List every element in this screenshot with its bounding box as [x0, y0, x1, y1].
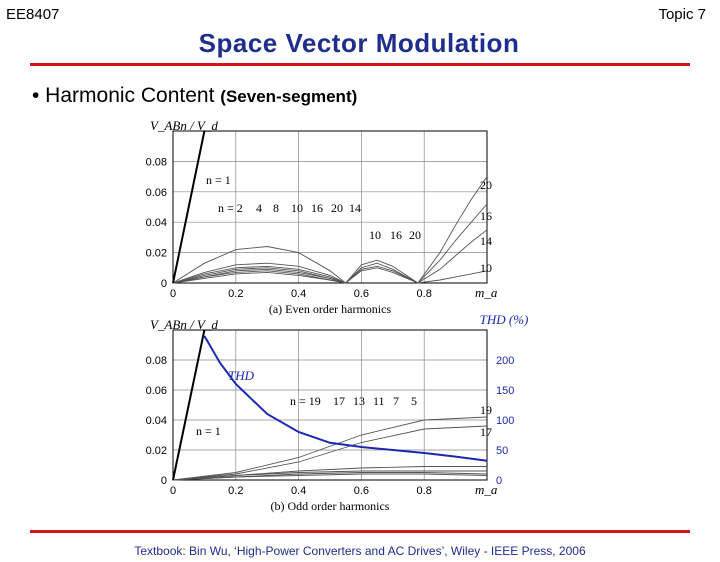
chart1-annotation: 20: [480, 178, 492, 192]
chart1-plot-frame: [172, 130, 488, 284]
chart1-caption: (a) Even order harmonics: [269, 302, 392, 316]
chart2-ylabel: V_ABn / V_d: [150, 317, 218, 332]
chart1-annotation: 20: [331, 201, 343, 215]
chart2-y2tick-label: 150: [496, 385, 514, 397]
chart2-ytick-label: 0.08: [146, 355, 167, 367]
chart2-ytick-label: 0.06: [146, 385, 167, 397]
title-divider: [30, 63, 690, 66]
chart2-plot-frame: [172, 329, 488, 481]
chart1-annotation: 10: [480, 261, 492, 275]
footer-divider: [30, 530, 690, 533]
chart2-xlabel: m_a: [475, 482, 498, 497]
slide-title: Space Vector Modulation: [198, 28, 520, 58]
chart1-annotation: 16: [390, 228, 402, 242]
chart1-series-n10: [172, 265, 488, 284]
chart2-y2tick-label: 100: [496, 415, 514, 427]
chart2-series-n11: [172, 470, 487, 481]
chart2-annotation: 17: [480, 425, 492, 439]
chart2-annotation: 11: [373, 394, 385, 408]
chart2-annotation: THD: [228, 368, 255, 383]
chart2-ytick-label: 0.04: [146, 415, 167, 427]
chart2-xtick-label: 0: [170, 485, 176, 497]
topic-label: Topic 7: [658, 6, 706, 23]
chart2-annotation: n = 19: [290, 394, 321, 408]
chart2-annotation: 5: [411, 394, 417, 408]
bullet-heading: • Harmonic Content (Seven-segment): [32, 84, 357, 108]
chart1-annotation: 14: [349, 201, 361, 215]
chart1-xtick-label: 0.2: [228, 288, 243, 300]
chart2-ytick-label: 0.02: [146, 445, 167, 457]
chart1-series-n20: [172, 176, 488, 284]
chart1-series-n4: [172, 262, 346, 284]
chart1-series-fundamental: [172, 130, 206, 284]
chart2-annotation: 19: [480, 403, 492, 417]
chart2-annotation: n = 1: [196, 424, 221, 438]
chart1-ytick-label: 0: [161, 278, 167, 290]
chart1-annotation: 20: [409, 228, 421, 242]
course-code: EE8407: [6, 6, 60, 23]
chart2-caption: (b) Odd order harmonics: [271, 499, 390, 513]
chart2-xtick-label: 0.4: [291, 485, 306, 497]
chart2-series-fundamental: [172, 329, 206, 481]
chart1-series-n8: [172, 265, 346, 284]
chart1-xlabel: m_a: [475, 285, 498, 300]
chart2-series-n17: [172, 425, 488, 481]
chart1-annotation: 4: [256, 201, 262, 215]
chart2-y2tick-label: 50: [496, 445, 508, 457]
chart1-ytick-label: 0.08: [146, 156, 167, 168]
chart2-series-n19: [172, 416, 488, 481]
chart1-xtick-label: 0.8: [417, 288, 432, 300]
chart1-series-n14: [172, 229, 488, 284]
chart1-series-n2: [172, 246, 346, 284]
chart2-y2tick-label: 200: [496, 355, 514, 367]
chart1-xtick-label: 0.6: [354, 288, 369, 300]
chart1-ytick-label: 0.04: [146, 217, 167, 229]
chart2-annotation: 7: [393, 394, 399, 408]
chart2-series-n5: [172, 473, 488, 481]
footer-citation: Textbook: Bin Wu, ‘High-Power Converters…: [134, 544, 586, 558]
chart2-xtick-label: 0.2: [228, 485, 243, 497]
chart2-y2label: THD (%): [480, 312, 529, 327]
chart1-ytick-label: 0.06: [146, 187, 167, 199]
chart1-annotation: 16: [480, 209, 492, 223]
chart1-annotation: 10: [369, 228, 381, 242]
chart1-annotation: 8: [273, 201, 279, 215]
chart1-xtick-label: 0: [170, 288, 176, 300]
chart1-ytick-label: 0.02: [146, 248, 167, 260]
bullet-sub: (Seven-segment): [220, 87, 358, 106]
chart1-annotation: n = 2: [218, 201, 243, 215]
chart1-annotation: n = 1: [206, 173, 231, 187]
bullet-main: • Harmonic Content: [32, 84, 215, 107]
chart2-y2tick-label: 0: [496, 475, 502, 487]
chart1-annotation: 16: [311, 201, 323, 215]
chart2-annotation: 17: [333, 394, 345, 408]
chart1-annotation: 14: [480, 234, 492, 248]
chart1-annotation: 10: [291, 201, 303, 215]
chart1-ylabel: V_ABn / V_d: [150, 118, 218, 133]
chart1-series-n16: [172, 203, 488, 284]
chart2-series-thd: [203, 335, 488, 462]
chart1-xtick-label: 0.4: [291, 288, 306, 300]
chart2-xtick-label: 0.6: [354, 485, 369, 497]
chart2-xtick-label: 0.8: [417, 485, 432, 497]
chart2-annotation: 13: [353, 394, 365, 408]
chart2-ytick-label: 0: [161, 475, 167, 487]
